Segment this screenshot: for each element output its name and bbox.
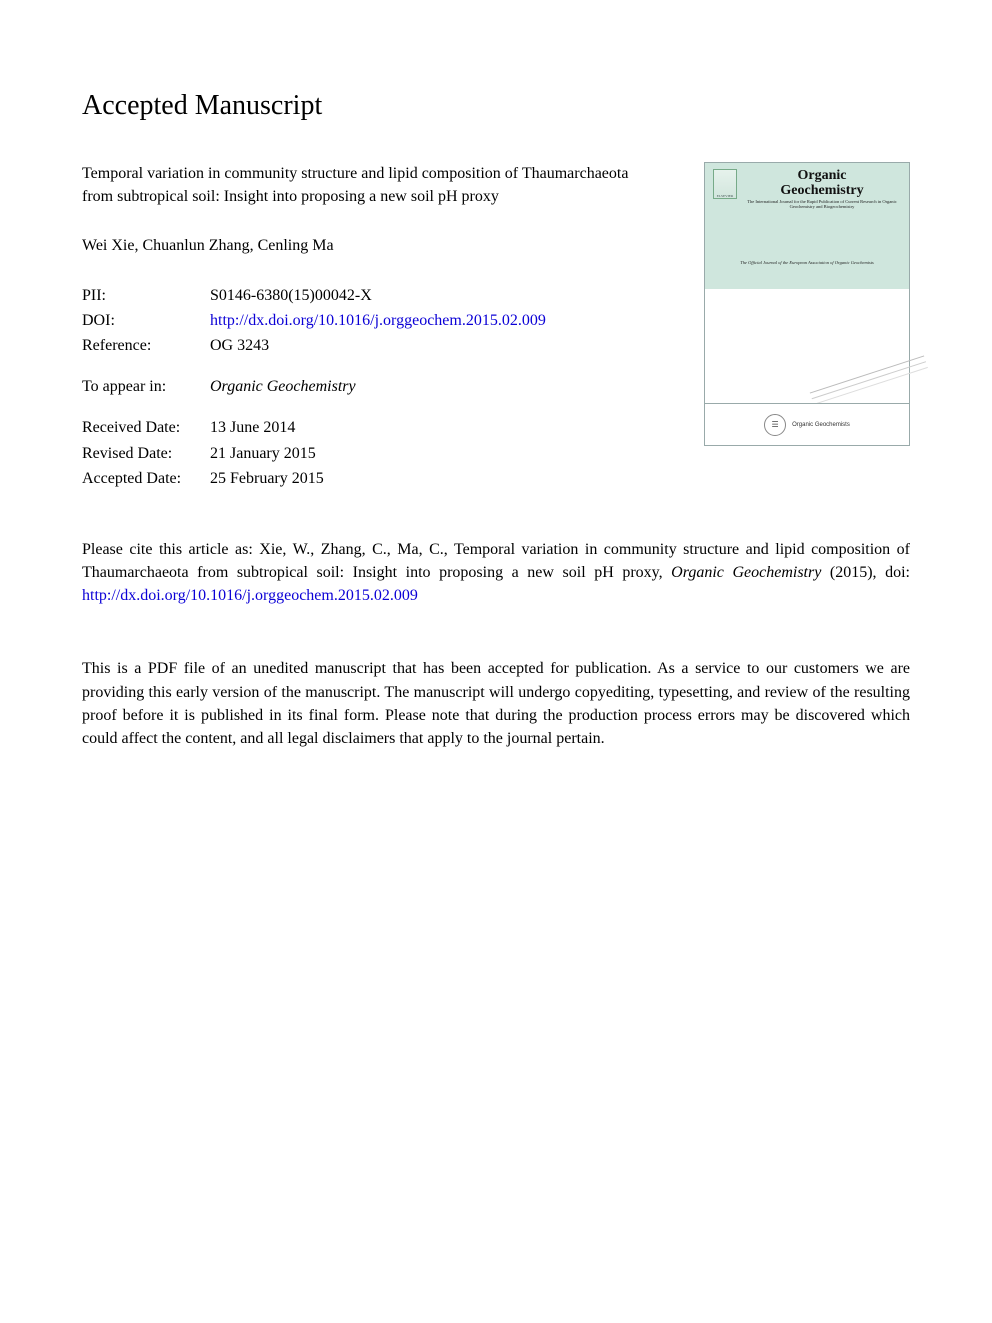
accepted-value: 25 February 2015 — [210, 467, 684, 490]
cover-journal-title-2: Geochemistry — [743, 184, 901, 199]
appear-journal: Organic Geochemistry — [210, 375, 684, 398]
appear-label: To appear in: — [82, 375, 210, 398]
spacer — [82, 400, 684, 414]
reference-value: OG 3243 — [210, 334, 684, 357]
received-value: 13 June 2014 — [210, 416, 684, 439]
cover-mid-band: The Official Journal of the European Ass… — [705, 235, 909, 289]
cover-bottom: ☰ Organic Geochemists — [705, 403, 909, 445]
cover-mid: The Official Journal of the European Ass… — [705, 235, 909, 405]
eage-logo-icon: ☰ — [764, 414, 786, 436]
top-area: Temporal variation in community structur… — [82, 162, 910, 508]
cover-subtitle: The International Journal for the Rapid … — [743, 200, 901, 210]
pii-value: S0146-6380(15)00042-X — [210, 284, 684, 307]
citation-paragraph: Please cite this article as: Xie, W., Zh… — [82, 538, 910, 608]
cover-top: ELSEVIER Organic Geochemistry The Intern… — [705, 163, 909, 235]
cover-title-wrap: Organic Geochemistry The International J… — [743, 169, 901, 231]
elsevier-logo-icon: ELSEVIER — [713, 169, 737, 199]
cover-bottom-text: Organic Geochemists — [792, 422, 850, 428]
article-title: Temporal variation in community structur… — [82, 162, 652, 208]
citation-journal: Organic Geochemistry — [671, 564, 821, 581]
accepted-label: Accepted Date: — [82, 467, 210, 490]
cover-diagonal-lines — [810, 355, 924, 393]
doi-link[interactable]: http://dx.doi.org/10.1016/j.orggeochem.2… — [210, 312, 546, 329]
citation-doi-link[interactable]: http://dx.doi.org/10.1016/j.orggeochem.2… — [82, 587, 418, 604]
spacer — [82, 359, 684, 373]
journal-cover-thumbnail: Vol 71 – March 2014 ELSEVIER Organic Geo… — [704, 162, 910, 446]
received-label: Received Date: — [82, 416, 210, 439]
citation-year-doi: (2015), doi: — [821, 564, 910, 581]
doi-label: DOI: — [82, 309, 210, 332]
page-container: Accepted Manuscript Temporal variation i… — [0, 0, 992, 750]
accepted-manuscript-heading: Accepted Manuscript — [82, 90, 910, 122]
revised-label: Revised Date: — [82, 442, 210, 465]
revised-value: 21 January 2015 — [210, 442, 684, 465]
pii-label: PII: — [82, 284, 210, 307]
article-authors: Wei Xie, Chuanlun Zhang, Cenling Ma — [82, 234, 684, 257]
doi-value: http://dx.doi.org/10.1016/j.orggeochem.2… — [210, 309, 684, 332]
cover-journal-title-1: Organic — [743, 169, 901, 184]
meta-table: PII: S0146-6380(15)00042-X DOI: http://d… — [82, 284, 684, 490]
meta-block: Temporal variation in community structur… — [82, 162, 684, 508]
reference-label: Reference: — [82, 334, 210, 357]
disclaimer-paragraph: This is a PDF file of an unedited manusc… — [82, 657, 910, 750]
